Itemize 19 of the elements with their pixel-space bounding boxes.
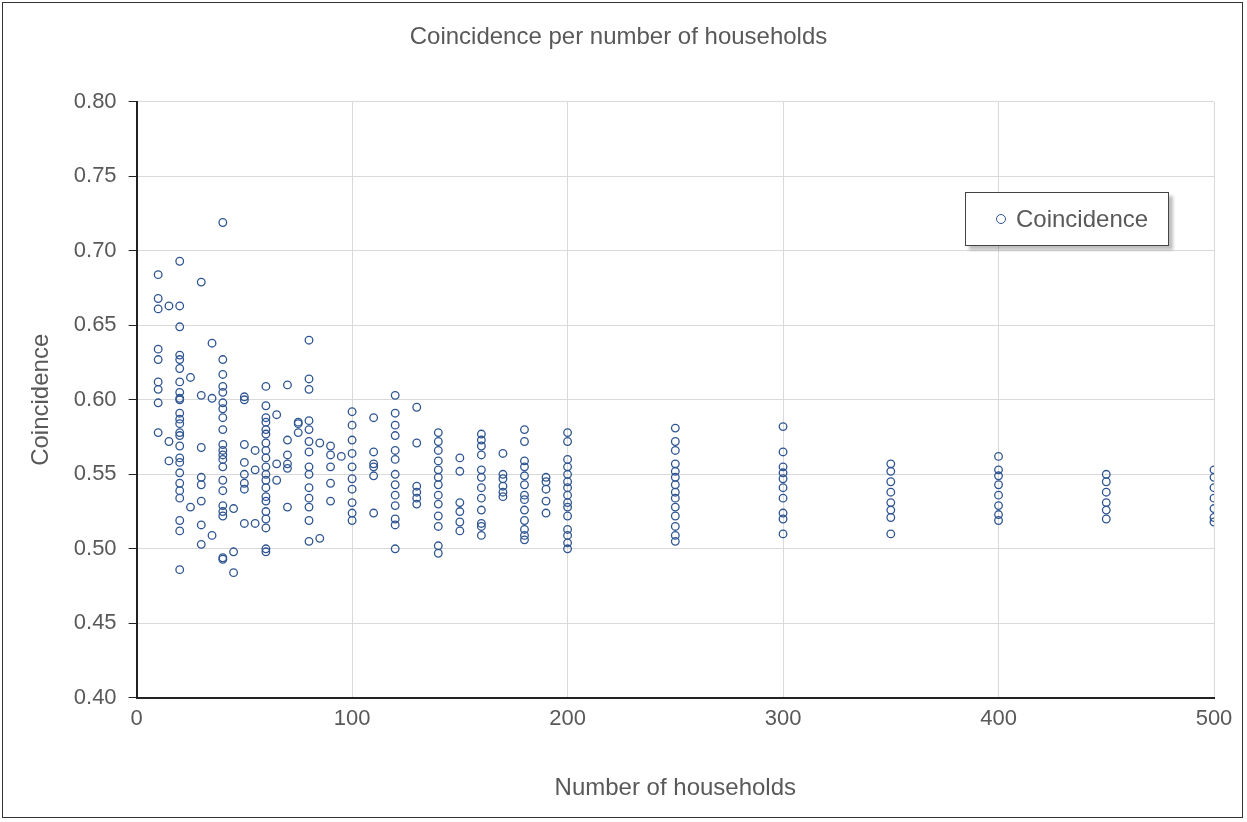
y-tick-label: 0.75: [73, 162, 117, 188]
x-tick-label: 100: [333, 705, 371, 731]
y-tick-label: 0.70: [73, 236, 117, 262]
legend-label: Coincidence: [1016, 204, 1149, 233]
x-tick-label: 200: [549, 705, 586, 731]
y-tick-label: 0.45: [73, 609, 117, 635]
y-axis-title: Coincidence: [26, 333, 54, 466]
x-axis-title: Number of households: [554, 773, 797, 801]
y-tick-label: 0.55: [73, 460, 117, 486]
y-tick-label: 0.65: [73, 311, 117, 337]
x-tick-label: 500: [1195, 705, 1233, 731]
y-tick-label: 0.50: [73, 534, 117, 560]
y-tick-label: 0.60: [73, 385, 117, 411]
y-tick-label: 0.80: [73, 87, 117, 113]
x-tick-label: 0: [130, 705, 143, 731]
x-tick-label: 400: [980, 705, 1017, 731]
y-tick-label: 0.40: [73, 683, 117, 709]
x-tick-label: 300: [764, 705, 802, 731]
chart-title: Coincidence per number of households: [409, 22, 828, 50]
